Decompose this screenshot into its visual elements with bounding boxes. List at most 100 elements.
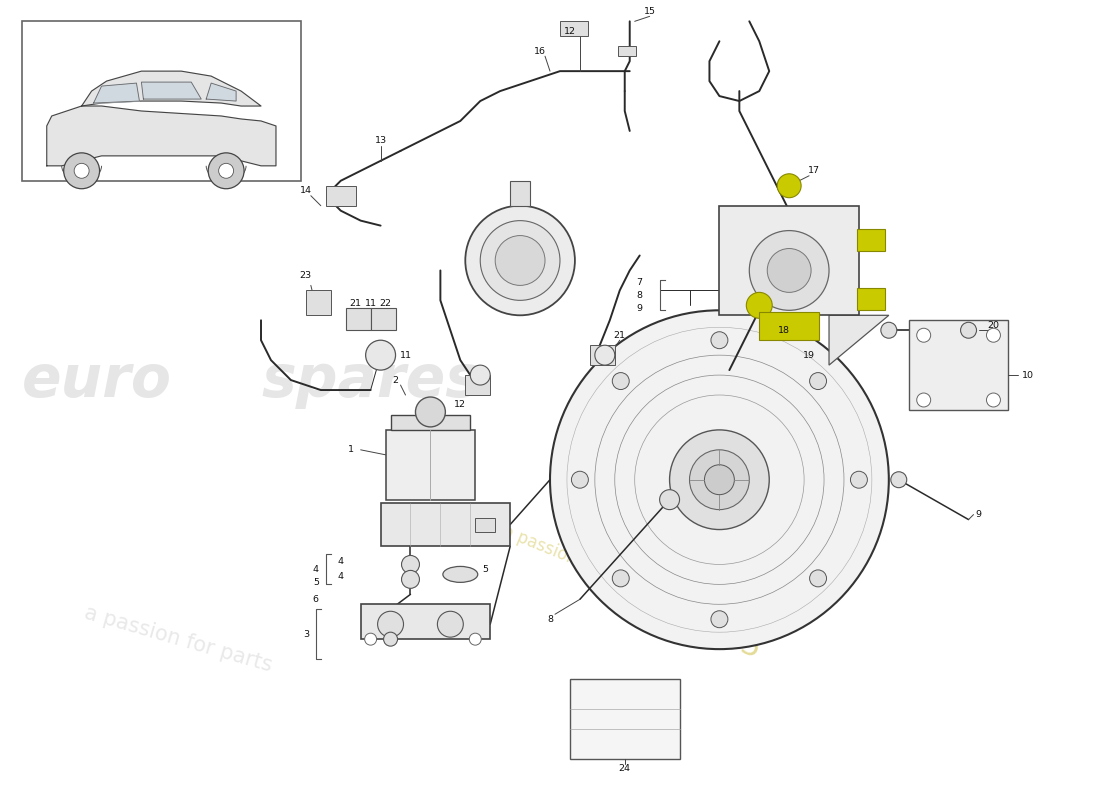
Polygon shape	[81, 71, 261, 106]
Bar	[857, 229, 884, 250]
Text: 6: 6	[312, 595, 319, 604]
Text: 9: 9	[976, 510, 981, 519]
Circle shape	[891, 472, 906, 488]
Circle shape	[219, 163, 233, 178]
Text: 12: 12	[564, 26, 576, 36]
Circle shape	[402, 570, 419, 588]
Text: 2: 2	[393, 375, 398, 385]
Circle shape	[64, 153, 100, 189]
Circle shape	[470, 633, 481, 645]
Circle shape	[660, 490, 680, 510]
Circle shape	[402, 555, 419, 574]
Polygon shape	[206, 83, 236, 101]
Text: 5: 5	[312, 578, 319, 587]
Circle shape	[711, 610, 728, 628]
Circle shape	[471, 365, 491, 385]
Text: 8: 8	[547, 614, 553, 624]
Polygon shape	[47, 106, 276, 166]
Bar	[590, 345, 615, 365]
Text: since 1985: since 1985	[600, 574, 766, 664]
Text: 4: 4	[338, 557, 343, 566]
Circle shape	[810, 373, 826, 390]
Text: 16: 16	[534, 46, 546, 56]
Text: 9: 9	[637, 304, 642, 313]
Text: 1: 1	[348, 446, 354, 454]
Circle shape	[364, 633, 376, 645]
Circle shape	[495, 235, 544, 286]
Text: 5: 5	[482, 565, 488, 574]
Bar	[390, 415, 471, 430]
Text: 18: 18	[778, 326, 790, 334]
Polygon shape	[94, 83, 140, 103]
Bar	[345, 308, 371, 330]
Circle shape	[595, 345, 615, 365]
Circle shape	[74, 163, 89, 178]
Circle shape	[704, 465, 735, 494]
Circle shape	[749, 230, 829, 310]
Text: 4: 4	[338, 572, 343, 581]
Bar	[618, 46, 636, 56]
Circle shape	[916, 393, 931, 407]
Text: 14: 14	[300, 186, 312, 195]
Circle shape	[711, 332, 728, 349]
Bar	[857, 288, 884, 310]
Circle shape	[746, 292, 772, 318]
Ellipse shape	[443, 566, 477, 582]
Circle shape	[465, 206, 575, 315]
Circle shape	[384, 632, 397, 646]
Circle shape	[613, 373, 629, 390]
Circle shape	[438, 611, 463, 637]
Polygon shape	[829, 315, 889, 365]
Circle shape	[670, 430, 769, 530]
Text: 10: 10	[1022, 370, 1034, 379]
Text: 11: 11	[364, 299, 376, 308]
Bar	[306, 290, 331, 315]
Text: 21: 21	[350, 299, 362, 308]
Text: a passion for parts: a passion for parts	[81, 602, 274, 675]
Bar	[719, 206, 859, 315]
Bar	[361, 604, 491, 639]
Bar	[22, 22, 301, 181]
Bar	[759, 312, 820, 340]
Bar	[570, 679, 680, 758]
Circle shape	[365, 340, 396, 370]
Circle shape	[987, 393, 1000, 407]
Circle shape	[481, 221, 560, 300]
Text: 3: 3	[302, 630, 309, 638]
Bar	[465, 375, 491, 395]
Circle shape	[850, 471, 868, 488]
Bar	[386, 430, 475, 500]
Circle shape	[613, 570, 629, 587]
Polygon shape	[142, 82, 201, 99]
Text: 22: 22	[379, 299, 392, 308]
Text: euro: euro	[22, 351, 172, 409]
Bar	[475, 518, 495, 531]
Text: 19: 19	[803, 350, 815, 360]
Text: a passion for parts: a passion for parts	[500, 522, 650, 597]
Circle shape	[960, 322, 977, 338]
Text: 20: 20	[988, 321, 1000, 330]
Circle shape	[377, 611, 404, 637]
Circle shape	[208, 153, 244, 189]
Text: 21: 21	[614, 330, 626, 340]
Bar	[560, 22, 587, 36]
Text: spares: spares	[261, 351, 480, 409]
Circle shape	[881, 322, 896, 338]
Bar	[371, 308, 396, 330]
Text: 4: 4	[312, 565, 319, 574]
Bar	[381, 502, 510, 546]
Bar	[326, 186, 355, 206]
Circle shape	[916, 328, 931, 342]
Circle shape	[778, 174, 801, 198]
Text: 12: 12	[454, 401, 466, 410]
Bar	[510, 181, 530, 206]
Text: 15: 15	[644, 7, 656, 16]
Circle shape	[571, 471, 588, 488]
Text: 13: 13	[374, 137, 387, 146]
Circle shape	[690, 450, 749, 510]
Circle shape	[987, 328, 1000, 342]
Circle shape	[810, 570, 826, 587]
Circle shape	[550, 310, 889, 649]
Text: 7: 7	[637, 278, 642, 287]
Text: 24: 24	[618, 764, 630, 774]
